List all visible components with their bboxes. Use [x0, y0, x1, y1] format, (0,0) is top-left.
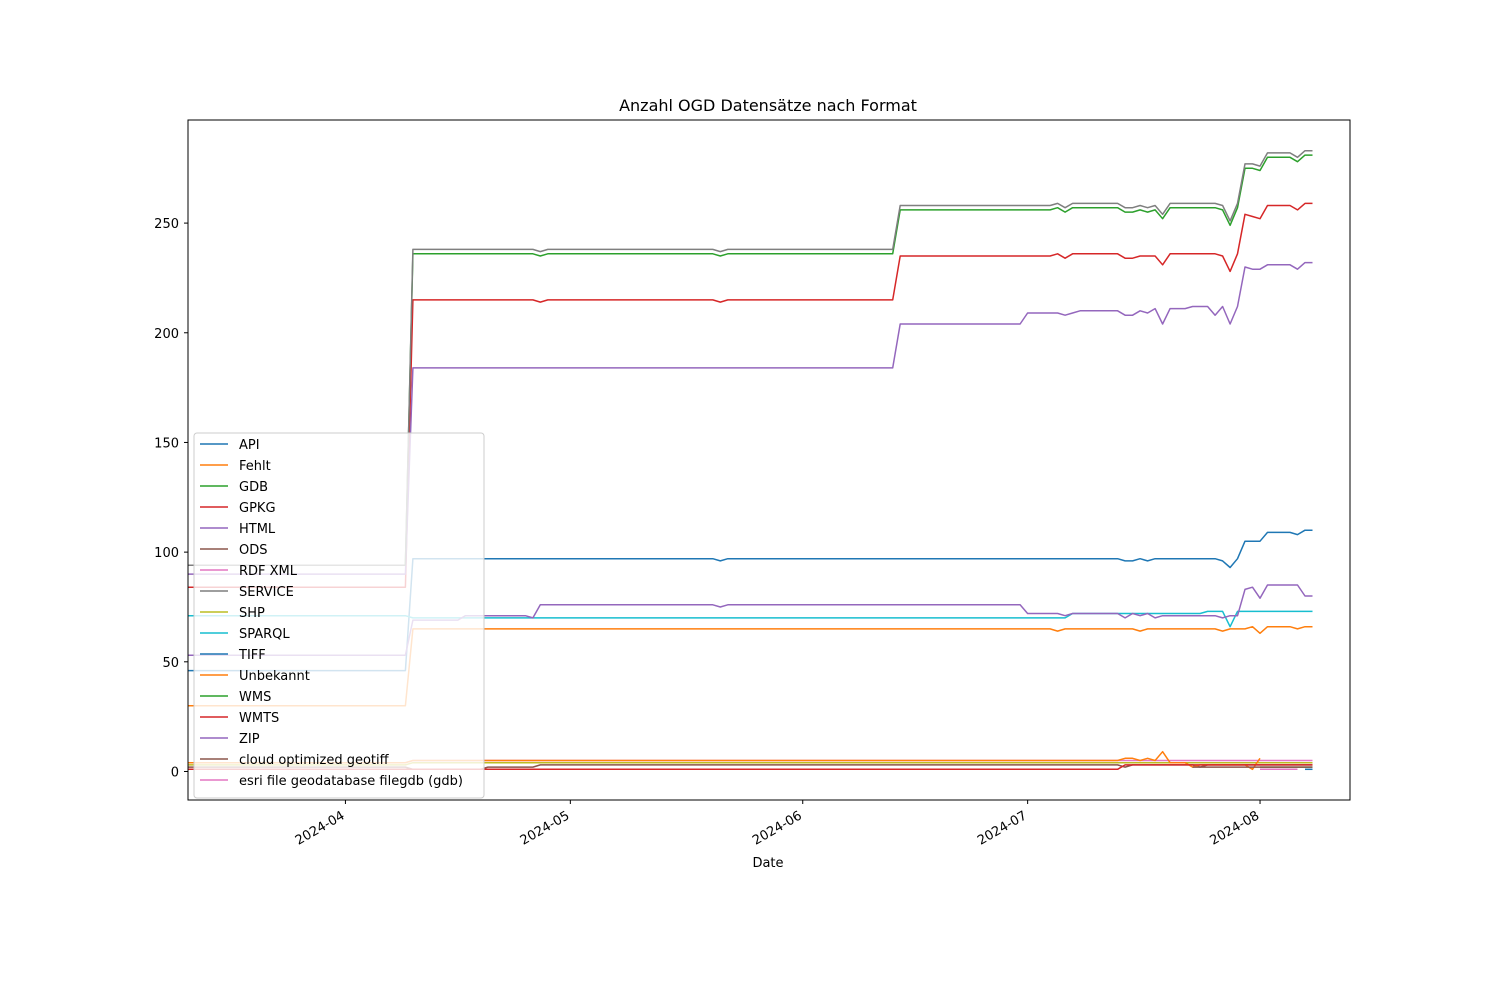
plot-frame: [187, 119, 1351, 801]
legend-label-fehlt: Fehlt: [239, 459, 271, 474]
series-line-zip: [188, 584, 1313, 656]
series-line-gdb: [188, 154, 1313, 567]
y-tick-label: 150: [154, 436, 179, 451]
legend-label-rdf-xml: RDF XML: [239, 564, 298, 579]
legend-label-unbekannt: Unbekannt: [239, 669, 310, 684]
legend-label-tiff: TIFF: [238, 648, 266, 663]
legend-label-service: SERVICE: [239, 585, 294, 600]
y-tick-label: 100: [154, 546, 179, 561]
series-line-fehlt: [188, 625, 1313, 707]
y-tick-label: 0: [171, 765, 179, 780]
legend-label-sparql: SPARQL: [239, 627, 290, 642]
legend-box: [193, 432, 485, 799]
y-tick-label: 200: [154, 327, 179, 342]
chart-title: Anzahl OGD Datensätze nach Format: [619, 96, 917, 115]
legend-label-shp: SHP: [239, 606, 265, 621]
y-axis: 0 50 100 150 200 250: [154, 217, 188, 780]
series-line-service: [188, 149, 1313, 567]
legend-label-gdb: GDB: [239, 480, 268, 495]
legend: API Fehlt GDB GPKG HTML ODS RDF XML SERVICE SHP S…: [193, 432, 485, 799]
legend-label-zip: ZIP: [239, 732, 260, 747]
series-line-html: [188, 261, 1313, 575]
legend-label-ods: ODS: [239, 543, 268, 558]
y-tick-label: 250: [154, 217, 179, 232]
y-tick-label: 50: [162, 656, 179, 671]
legend-label-html: HTML: [239, 522, 276, 537]
legend-label-gpkg: GPKG: [239, 501, 276, 516]
x-axis-label: Date: [752, 856, 783, 871]
legend-label-esri-file-geodatabase-filegdb-gdb: esri file geodatabase filegdb (gdb): [239, 774, 463, 789]
series-line-gpkg: [188, 202, 1313, 588]
legend-label-wms: WMS: [239, 690, 271, 705]
legend-label-api: API: [239, 438, 260, 453]
legend-label-wmts: WMTS: [239, 711, 279, 726]
series-line-wmts: [188, 764, 1313, 771]
series-line-api: [188, 529, 1313, 672]
legend-label-cloud-optimized-geotiff: cloud optimized geotiff: [239, 753, 390, 768]
